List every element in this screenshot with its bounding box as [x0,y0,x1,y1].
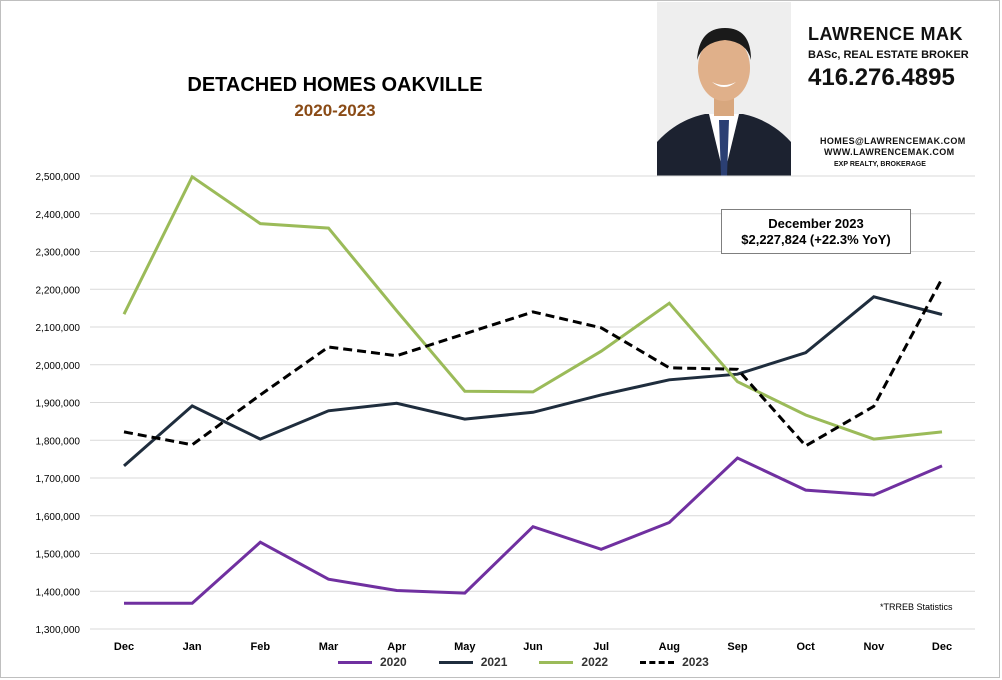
agent-card: LAWRENCE MAK BASc, REAL ESTATE BROKER 41… [808,24,998,168]
y-tick-label: 2,200,000 [36,285,81,296]
legend-swatch [640,660,675,664]
legend-swatch [438,660,473,664]
y-tick-label: 2,000,000 [36,361,81,372]
x-tick-label: Feb [251,641,271,653]
x-tick-label: Nov [863,641,885,653]
x-tick-label: Mar [319,641,339,653]
legend-item-2020: 2020 [338,655,407,669]
y-tick-labels: 1,300,000 1,400,000 1,500,000 1,600,000 1,70… [36,172,81,636]
x-tick-label: May [454,641,476,653]
y-tick-label: 1,900,000 [36,399,81,410]
y-tick-label: 1,700,000 [36,474,81,485]
x-tick-label: Dec [114,641,134,653]
chart-subtitle: 2020-2023 [294,101,376,120]
legend-swatch [338,660,372,664]
callout-value: $2,227,824 (+22.3% YoY) [741,232,891,247]
y-tick-label: 1,400,000 [36,587,81,598]
y-tick-label: 2,300,000 [36,248,81,259]
agent-phone: 416.276.4895 [808,64,955,91]
legend-swatch [539,660,574,664]
series-line-2022 [122,174,943,441]
x-tick-label: Sep [727,641,747,653]
x-tick-label: Jul [593,641,609,653]
y-tick-label: 1,300,000 [36,625,81,636]
y-tick-label: 2,500,000 [36,172,81,183]
december-2023-callout: December 2023 $2,227,824 (+22.3% YoY) [721,209,911,254]
chart-legend: 2020 2021 2022 2023 [338,655,741,669]
legend-item-2022: 2022 [539,655,608,669]
agent-name: LAWRENCE MAK [808,24,963,44]
legend-label: 2022 [581,655,609,669]
x-tick-label: Dec [932,641,952,653]
agent-website: WWW.LAWRENCEMAK.COM [824,147,955,157]
legend-item-2023: 2023 [640,655,709,669]
x-tick-label: Jun [523,641,543,653]
series-line-2020 [124,456,943,605]
y-tick-label: 1,800,000 [36,436,81,447]
y-tick-label: 2,400,000 [36,210,81,221]
legend-item-2021: 2021 [438,655,508,669]
x-tick-label: Jan [183,641,202,653]
y-tick-label: 2,100,000 [36,323,81,334]
legend-label: 2020 [380,655,407,669]
series-line-2021 [123,295,943,468]
agent-email: HOMES@LAWRENCEMAK.COM [820,136,966,146]
chart-title: DETACHED HOMES OAKVILLE [187,74,483,96]
callout-title: December 2023 [768,216,864,231]
series-lines [122,174,944,605]
x-tick-label: Apr [387,641,407,653]
y-tick-label: 1,500,000 [36,550,81,561]
agent-portrait-image [657,2,791,176]
agent-brokerage: EXP REALTY, BROKERAGE [834,161,926,168]
x-tick-label: Oct [796,641,815,653]
agent-photo [657,2,791,176]
agent-role: BASc, REAL ESTATE BROKER [808,49,969,61]
legend-label: 2021 [480,655,508,669]
series-line-2023 [123,277,944,448]
x-tick-label: Aug [659,641,680,653]
x-tick-labels: Dec Jan Feb Mar Apr May Jun Jul Aug Sep Oct Nov Dec [114,641,952,653]
legend-label: 2023 [682,655,709,669]
y-tick-label: 1,600,000 [36,512,81,523]
source-note: *TRREB Statistics [880,602,953,612]
